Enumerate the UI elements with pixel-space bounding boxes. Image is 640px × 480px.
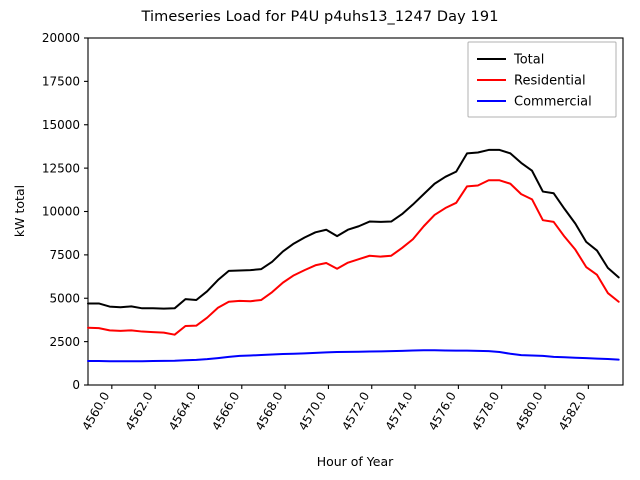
series-line-total <box>87 148 620 310</box>
x-tick-label: 4568.0 <box>253 390 286 433</box>
x-tick-label: 4564.0 <box>166 390 199 433</box>
legend-label-commercial: Commercial <box>514 95 592 110</box>
y-tick-label: 5000 <box>49 291 80 305</box>
x-tick-label: 4576.0 <box>426 390 459 433</box>
legend-background <box>467 41 617 118</box>
data-series-group <box>87 148 620 363</box>
x-tick-label: 4582.0 <box>556 390 589 433</box>
y-tick-label: 0 <box>72 378 80 392</box>
y-tick-label: 12500 <box>42 161 80 175</box>
y-axis-ticks: 0 2500 5000 7500 10000 12500 15000 17500 20000 <box>42 31 88 392</box>
y-tick-label: 7500 <box>49 248 80 262</box>
chart-legend: Total Residential Commercial <box>467 41 617 118</box>
x-tick-label: 4566.0 <box>209 390 242 433</box>
x-tick-label: 4570.0 <box>296 390 329 433</box>
x-tick-label: 4574.0 <box>383 390 416 433</box>
y-tick-label: 10000 <box>42 205 80 219</box>
legend-label-residential: Residential <box>514 74 586 89</box>
series-line-residential <box>87 179 620 336</box>
legend-label-total: Total <box>513 53 544 68</box>
x-tick-label: 4580.0 <box>512 390 545 433</box>
x-tick-label: 4560.0 <box>79 390 112 433</box>
series-line-commercial <box>87 349 620 363</box>
y-tick-label: 2500 <box>49 335 80 349</box>
y-tick-label: 17500 <box>42 75 80 89</box>
y-tick-label: 15000 <box>42 118 80 132</box>
x-tick-label: 4562.0 <box>123 390 156 433</box>
x-axis-label: Hour of Year <box>317 454 394 469</box>
x-tick-label: 4572.0 <box>339 390 372 433</box>
y-tick-label: 20000 <box>42 31 80 45</box>
x-tick-label: 4578.0 <box>469 390 502 433</box>
x-axis-ticks: 4560.0 4562.0 4564.0 4566.0 4568.0 4570.0 4572… <box>79 385 589 433</box>
chart-title: Timeseries Load for P4U p4uhs13_1247 Day… <box>141 9 499 25</box>
y-axis-label: kW total <box>12 185 27 237</box>
